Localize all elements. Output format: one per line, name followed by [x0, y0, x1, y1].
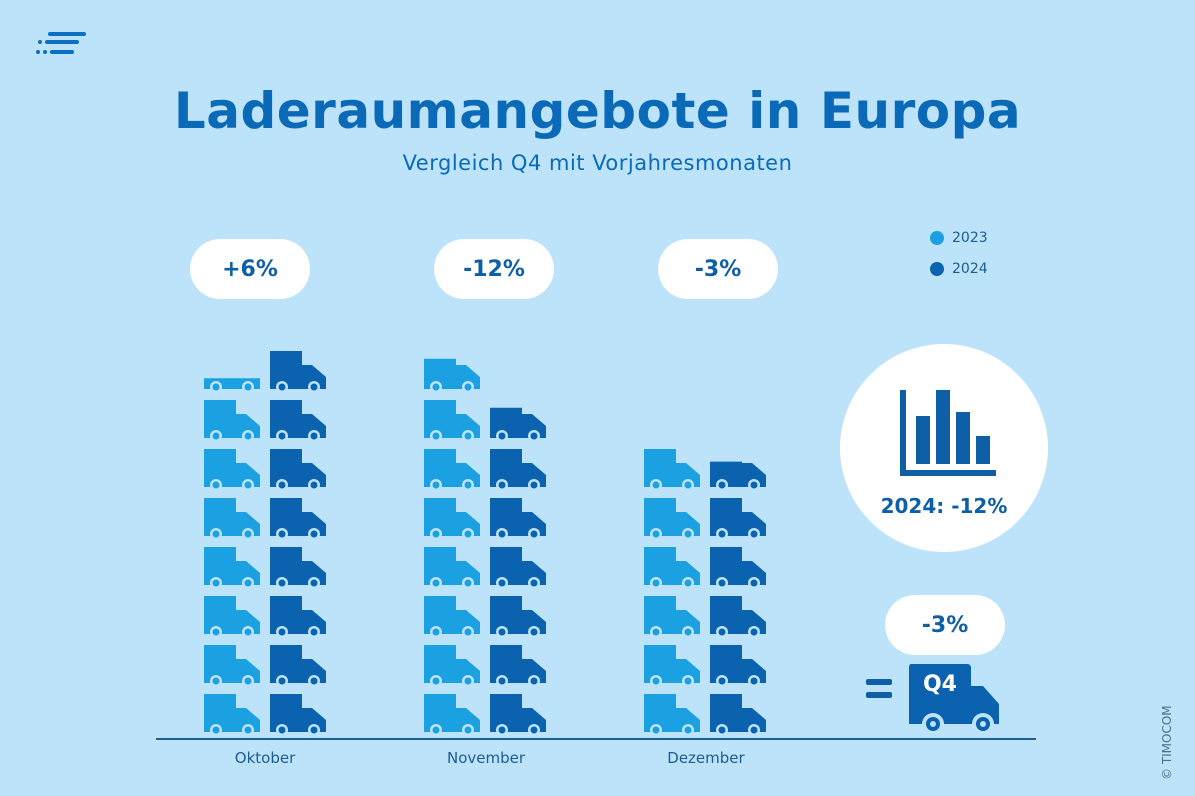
chart-title: Laderaumangebote in Europa [173, 82, 1022, 140]
truck-icon [204, 645, 260, 687]
truck-icon [270, 645, 326, 687]
truck-icon [490, 694, 546, 736]
x-tick-oktober: Oktober [234, 749, 296, 767]
truck-icon [710, 645, 766, 687]
truck-icon [424, 596, 480, 638]
x-tick-dezember: Dezember [667, 749, 745, 767]
truck-icon [424, 449, 480, 491]
truck-icon [424, 358, 480, 393]
summary-circle: 2024: -12% [840, 344, 1048, 552]
bar-november-2024 [490, 407, 546, 736]
truck-icon [204, 400, 260, 442]
truck-icon [710, 461, 766, 491]
change-pill-dezember: -3% [658, 239, 778, 299]
bar-november-2023 [424, 358, 480, 736]
truck-icon [710, 498, 766, 540]
timocom-logo [36, 32, 86, 54]
equals-icon [866, 679, 892, 698]
truck-icon [270, 400, 326, 442]
q4-label: Q4 [922, 672, 957, 697]
truck-icon [270, 596, 326, 638]
truck-icon [644, 449, 700, 491]
truck-icon [270, 498, 326, 540]
summary-label: 2024: -12% [880, 494, 1008, 518]
truck-icon [424, 547, 480, 589]
truck-icon [270, 547, 326, 589]
truck-icon [424, 694, 480, 736]
truck-icon [710, 694, 766, 736]
truck-icon [490, 407, 546, 442]
bar-oktober-2024 [270, 351, 326, 736]
truck-icon [204, 596, 260, 638]
truck-icon [644, 547, 700, 589]
truck-icon [204, 498, 260, 540]
truck-icon [270, 694, 326, 736]
legend-swatch-2024 [930, 261, 944, 276]
truck-icon [204, 694, 260, 736]
change-pill-oktober: +6% [190, 239, 310, 299]
truck-icon [490, 547, 546, 589]
truck-icon [204, 547, 260, 589]
legend-item-2023: 2023 [930, 222, 988, 253]
truck-icon [424, 400, 480, 442]
truck-icon [710, 547, 766, 589]
truck-icon [204, 449, 260, 491]
bar-dezember-2023 [644, 449, 700, 736]
legend: 2023 2024 [930, 222, 988, 284]
truck-icon [644, 596, 700, 638]
truck-icon [490, 596, 546, 638]
truck-icon [490, 449, 546, 491]
truck-icon [270, 351, 326, 393]
bar-dezember-2024 [710, 461, 766, 736]
chart-subtitle: Vergleich Q4 mit Vorjahresmonaten [402, 151, 793, 175]
truck-icon [270, 449, 326, 491]
bar-oktober-2023 [204, 378, 260, 736]
truck-icon [490, 498, 546, 540]
change-pill-november: -12% [434, 239, 554, 299]
truck-icon [644, 694, 700, 736]
truck-icon [644, 645, 700, 687]
legend-label-2024: 2024 [952, 260, 988, 277]
truck-icon [424, 645, 480, 687]
truck-icon [710, 596, 766, 638]
legend-item-2024: 2024 [930, 253, 988, 284]
truck-icon [644, 498, 700, 540]
x-tick-november: November [446, 749, 526, 767]
truck-icon [424, 498, 480, 540]
truck-icon [204, 378, 260, 393]
legend-label-2023: 2023 [952, 229, 988, 246]
legend-swatch-2023 [930, 230, 944, 245]
q4-change-pill: -3% [885, 595, 1005, 655]
copyright-text: © TIMOCOM [1160, 705, 1174, 780]
q4-truck-icon [909, 664, 999, 735]
truck-icon [490, 645, 546, 687]
bar-chart-icon [900, 390, 996, 476]
